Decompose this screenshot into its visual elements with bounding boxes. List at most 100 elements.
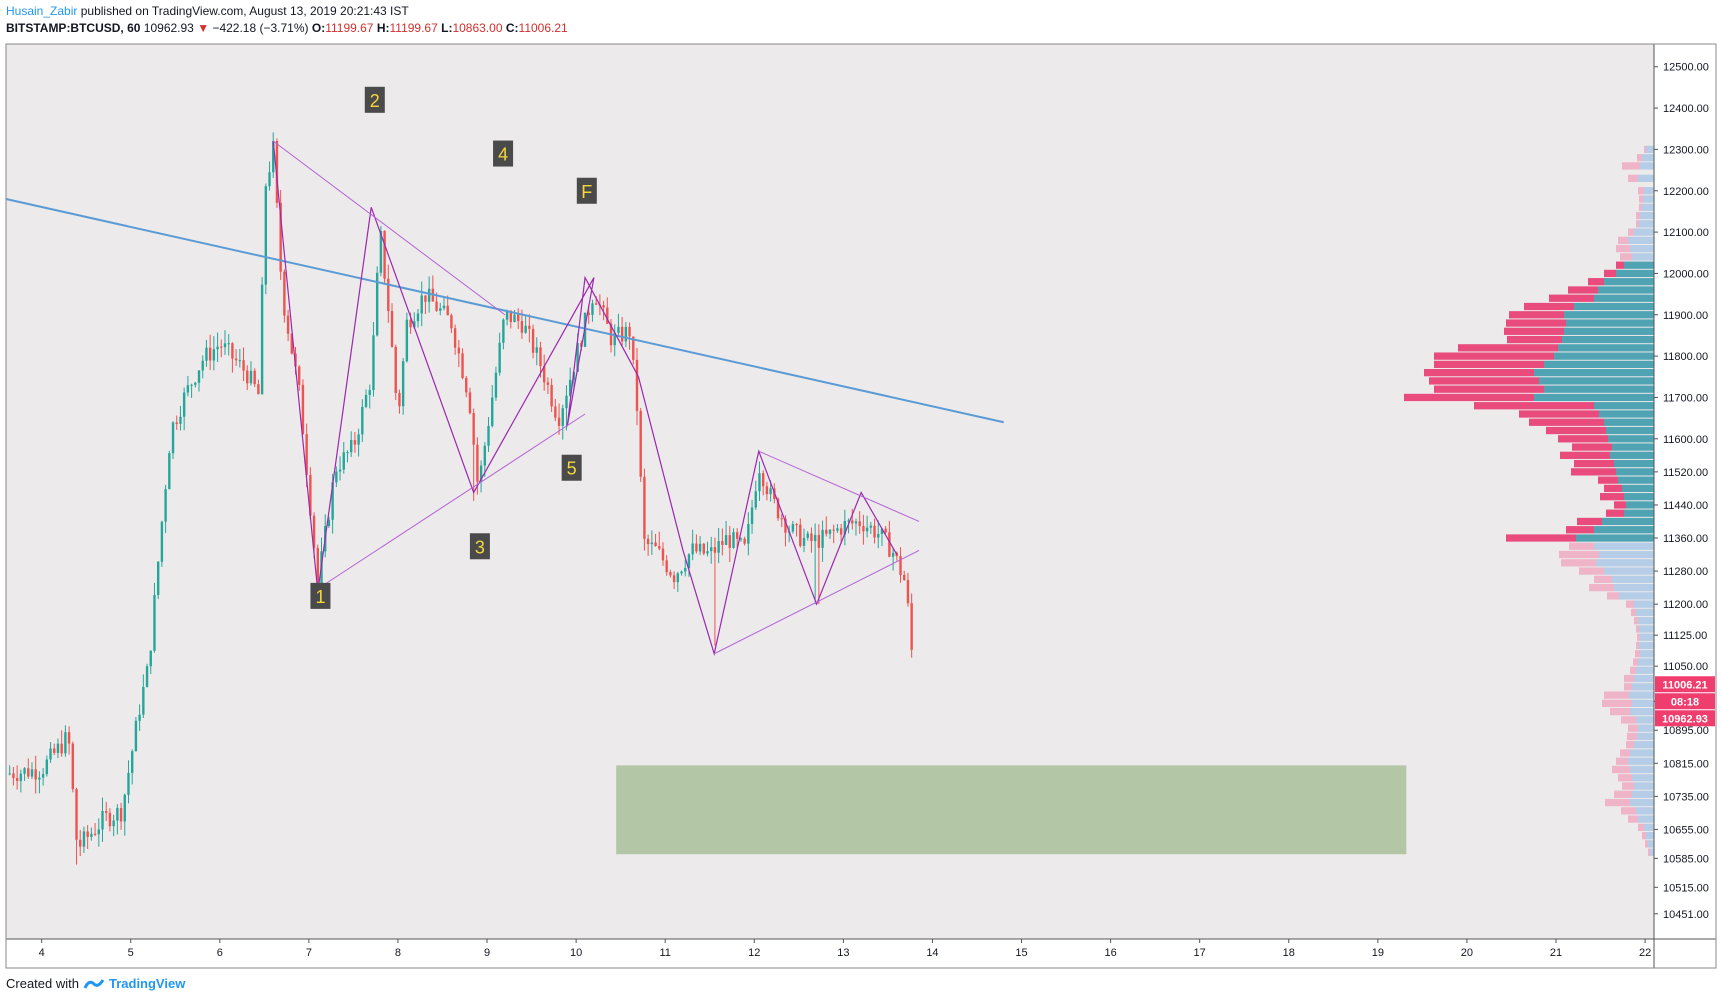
tradingview-brand[interactable]: TradingView [108,976,186,991]
candle-body [364,395,368,407]
wave-label-1[interactable]: 1 [310,582,331,609]
candle-body [294,353,297,367]
volume-profile-down-bar [1637,633,1640,641]
candle-body [572,371,576,380]
price-tick-label: 12400.00 [1663,103,1709,115]
triangle-boundary-line[interactable] [758,450,920,522]
wave-label-2[interactable]: 2 [364,86,385,113]
candle-body [591,303,594,315]
author-link[interactable]: Husain_Zabir [6,4,78,18]
candle-body [272,140,275,173]
candle-body [624,326,628,342]
candle-body [338,469,342,472]
volume-profile-up-bar [1564,327,1654,335]
volume-profile-down-bar [1633,658,1638,666]
triangle-boundary-line[interactable] [272,140,506,316]
price-tick-label: 11200.00 [1663,599,1708,611]
candle-body [409,319,412,328]
volume-profile-up-bar [1606,426,1654,435]
candle-body [810,533,813,542]
candle-body [253,370,256,385]
volume-profile-up-bar [1614,583,1654,592]
price-tick-label: 10815.00 [1663,758,1709,770]
candle-body [628,326,631,337]
candle-body [101,811,104,830]
candle-body [145,666,149,687]
volume-profile-up-bar [1650,848,1654,856]
candle-body [97,829,100,835]
wave-label-F[interactable]: F [576,177,597,204]
candle-body [79,839,82,847]
wave-label-text: 3 [475,537,485,557]
time-tick-label: 9 [484,947,490,959]
candle-body [568,379,572,396]
triangle-boundary-line[interactable] [713,549,920,655]
volume-profile-down-bar [1605,798,1630,807]
candle-body [279,202,282,272]
volume-profile-down-bar [1600,493,1624,501]
candle-body [108,812,112,827]
wave-label-5[interactable]: 5 [561,454,582,481]
volume-profile-up-bar [1630,244,1654,253]
volume-profile-up-bar [1566,319,1654,327]
price-tag: 08:18 [1655,693,1715,710]
price-axis[interactable]: 12500.00 12400.00 12300.00 12200.00 12100.00… [1654,62,1709,921]
volume-profile-down-bar [1604,691,1629,699]
candle-body [661,548,665,561]
candle-body [264,186,268,285]
candle-body [286,315,290,334]
volume-profile-up-bar [1564,311,1654,319]
candle-body [687,554,691,569]
wave-pattern-line[interactable] [272,141,898,657]
volume-profile-up-bar [1634,228,1654,236]
candle-body [260,284,264,395]
candle-body [142,686,145,715]
candle-body [765,486,769,495]
tradingview-logo-icon [83,978,105,989]
trendline[interactable] [5,198,1004,424]
candle-body [168,453,171,490]
candle-body [557,417,561,426]
candle-body [698,543,702,552]
volume-profile-down-bar [1637,154,1642,162]
candle-body [212,349,216,361]
candle-body [30,769,34,777]
candle-body [216,346,219,350]
candle-body [242,360,245,371]
volume-profile-down-bar [1627,732,1637,741]
triangle-boundary-line[interactable] [313,413,586,593]
volume-profile-up-bar [1594,526,1654,534]
candle-body [327,519,331,527]
time-tick-label: 13 [837,947,849,959]
volume-profile-up-bar [1638,174,1654,182]
wave-labels: 2 4 F 5 3 1 [310,86,597,609]
low-label: L: [441,21,453,35]
candle-body [784,518,787,533]
candle-body [828,529,832,534]
price-tick-label: 10735.00 [1663,791,1709,803]
symbol-name[interactable]: BITSTAMP:BTCUSD, 60 [6,21,141,35]
volume-profile-up-bar [1622,484,1654,493]
open-value: 11199.67 [325,21,374,35]
volume-profile-down-bar [1566,526,1594,534]
volume-profile-up-bar [1646,145,1654,154]
volume-profile-up-bar [1638,724,1654,732]
volume-profile-up-bar [1640,650,1654,658]
candle-body [468,392,472,414]
time-axis[interactable]: 4 5 6 7 8 9 10 11 12 13 14 15 16 17 18 19 20 21 22 [39,939,1652,959]
demand-zone [616,765,1407,855]
volume-profile-up-bar [1634,600,1654,608]
price-tag-label: 10962.93 [1662,713,1708,725]
footer: Created with TradingView [6,976,185,991]
candle-body [123,794,126,822]
candle-body [839,528,843,535]
time-tick-label: 19 [1372,947,1384,959]
price-tags: 11006.21 08:18 10962.93 [1655,676,1715,727]
candle-body [747,523,750,544]
volume-profile-down-bar [1598,476,1618,484]
wave-label-3[interactable]: 3 [469,533,490,560]
volume-profile-down-bar [1639,195,1643,203]
wave-label-4[interactable]: 4 [493,140,514,167]
published-text: published on TradingView.com, August 13,… [80,4,409,18]
